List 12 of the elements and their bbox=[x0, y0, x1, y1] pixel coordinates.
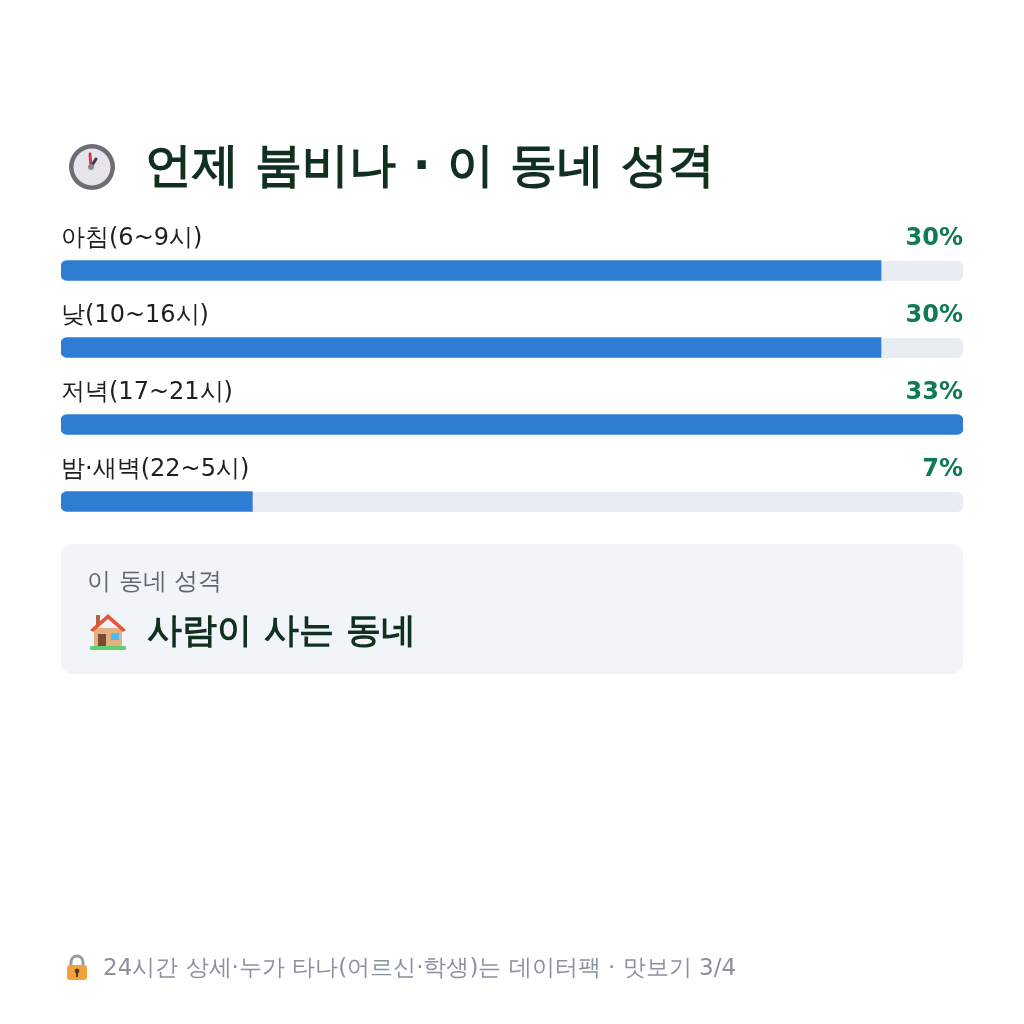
data-label: 30% bbox=[905, 222, 963, 251]
y-tick-label: 저녁(17~21시) bbox=[61, 376, 233, 405]
chart-title: 언제 붐비나 · 이 동네 성격 bbox=[145, 136, 715, 194]
data-label: 33% bbox=[905, 376, 963, 405]
data-label: 30% bbox=[905, 299, 963, 328]
y-tick-label: 아침(6~9시) bbox=[61, 222, 203, 251]
y-tick-label: 낮(10~16시) bbox=[61, 299, 209, 328]
text: 이 동네 성격 bbox=[87, 566, 223, 597]
data-label: 7% bbox=[922, 453, 963, 482]
y-tick-label: 밤·새벽(22~5시) bbox=[61, 453, 250, 482]
text: 사람이 사는 동네 bbox=[147, 609, 417, 652]
text: 24시간 상세·누가 타나(어르신·학생)는 데이터팩 · 맛보기 3/4 bbox=[103, 953, 737, 982]
